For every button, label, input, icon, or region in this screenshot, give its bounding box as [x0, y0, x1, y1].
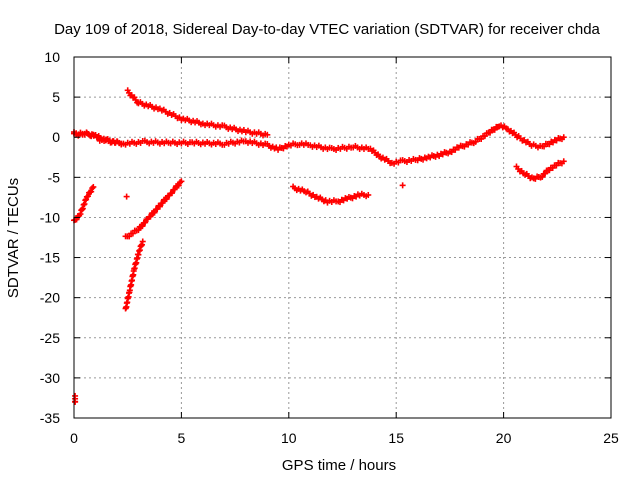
x-tick-label: 10 [281, 430, 297, 446]
series-arc-steep [122, 238, 146, 312]
series-point-15 [399, 182, 406, 189]
grid-lines [74, 57, 611, 418]
y-tick-label: 10 [44, 49, 60, 65]
series-arc-main-baseline [71, 122, 567, 167]
y-tick-labels: 10 5 0 -5 -10 -15 -20 -25 -30 -35 [40, 49, 60, 426]
y-tick-label: -20 [40, 290, 60, 306]
y-tick-label: -5 [48, 169, 61, 185]
plot-frame [73, 56, 612, 419]
series-arc-early-neg [71, 183, 97, 224]
y-tick-label: 5 [52, 89, 60, 105]
y-tick-label: 0 [52, 129, 60, 145]
x-tick-label: 25 [603, 430, 619, 446]
tick-marks [73, 56, 612, 419]
y-tick-label: -30 [40, 370, 60, 386]
series-arc-dip [290, 183, 372, 206]
x-tick-label: 0 [70, 430, 78, 446]
x-axis-title: GPS time / hours [282, 457, 396, 474]
x-tick-label: 20 [496, 430, 512, 446]
y-tick-label: -15 [40, 250, 60, 266]
y-tick-label: -25 [40, 330, 60, 346]
x-tick-label: 15 [388, 430, 404, 446]
chart-title: Day 109 of 2018, Sidereal Day-to-day VTE… [54, 21, 600, 38]
y-tick-label: -35 [40, 410, 60, 426]
series-arc-desc-upper [124, 87, 271, 139]
series-point-2.4 [123, 193, 130, 200]
y-axis-title: SDTVAR / TECUs [5, 178, 22, 298]
series-point-low [72, 392, 79, 405]
x-tick-label: 5 [178, 430, 186, 446]
series-arc-early-pos [71, 129, 125, 147]
series-arc-late [513, 158, 567, 182]
data-layer [71, 87, 567, 405]
x-tick-labels: 0 5 10 15 20 25 [70, 430, 619, 446]
y-tick-label: -10 [40, 209, 60, 225]
series-arc-slope [122, 178, 185, 240]
